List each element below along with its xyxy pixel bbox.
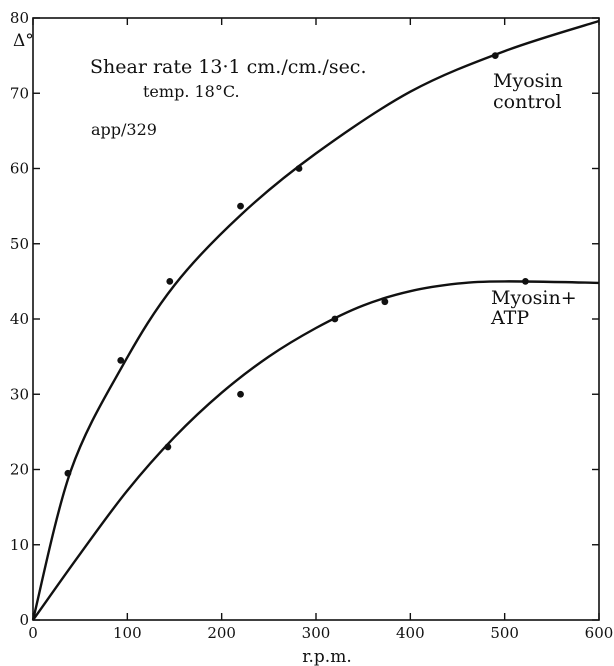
y-tick-label: 10 (10, 536, 29, 554)
x-tick-label: 100 (113, 624, 142, 642)
y-tick-label: 30 (10, 385, 29, 403)
x-tick-label: 600 (585, 624, 614, 642)
series-label-myosin-control-line1: Myosin (493, 70, 563, 92)
x-tick-label: 300 (302, 624, 331, 642)
y-axis-title: Δ° (13, 31, 34, 51)
data-point (64, 469, 72, 477)
data-point (166, 277, 174, 285)
data-point (295, 165, 303, 172)
x-tick-label: 500 (490, 624, 519, 642)
annotation-app-number: app/329 (91, 120, 157, 139)
series-curve-0 (31, 19, 600, 621)
x-tick-label: 400 (396, 624, 425, 642)
data-point (164, 443, 172, 451)
series-label-myosin-atp-line1: Myosin+ (491, 287, 577, 309)
data-point (237, 390, 244, 398)
data-point (117, 356, 125, 364)
data-point (491, 52, 499, 60)
points (64, 52, 529, 477)
x-tick-label: 0 (28, 624, 38, 642)
annotation-temperature: temp. 18°C. (143, 82, 240, 101)
data-point (237, 202, 244, 210)
data-point (381, 298, 389, 306)
y-tick-label: 20 (10, 461, 29, 479)
y-tick-label: 60 (10, 160, 29, 178)
series-curve-1 (32, 280, 600, 621)
y-tick-label: 0 (19, 611, 29, 629)
ticks: 0 100 200 300 400 500 600 0 10 20 30 40 50 60 70 80 (10, 9, 613, 642)
x-tick-label: 200 (207, 624, 236, 642)
series-label-myosin-atp-line2: ATP (490, 307, 529, 329)
y-tick-label: 70 (10, 84, 29, 102)
annotation-shear-rate: Shear rate 13·1 cm./cm./sec. (90, 56, 367, 78)
y-tick-label: 50 (10, 235, 29, 253)
y-tick-label: 80 (10, 9, 29, 27)
y-tick-label: 40 (10, 310, 29, 328)
curves (31, 19, 600, 621)
x-axis-title: r.p.m. (302, 647, 351, 666)
data-point (522, 277, 529, 285)
data-point (331, 315, 339, 323)
series-label-myosin-control-line2: control (493, 91, 562, 113)
